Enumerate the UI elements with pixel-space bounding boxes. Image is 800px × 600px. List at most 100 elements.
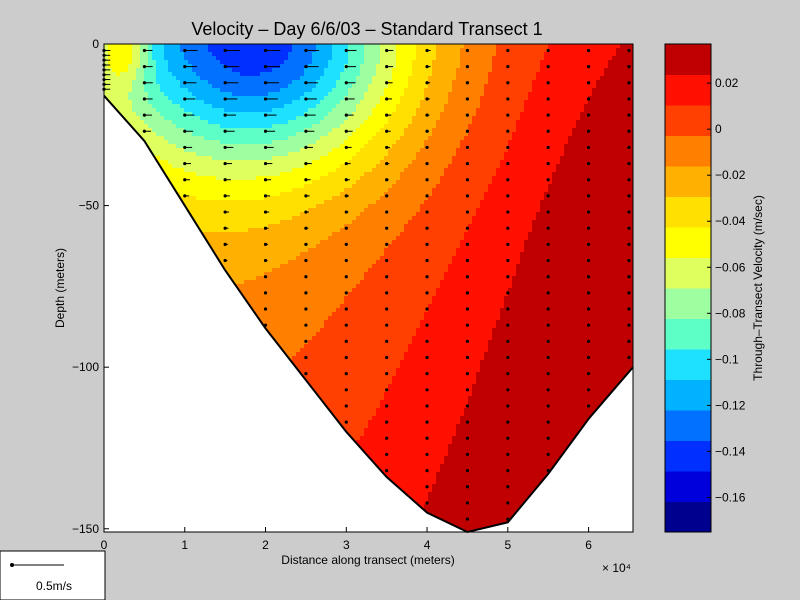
velocity-cell [320,44,325,49]
velocity-cell [156,128,161,133]
velocity-cell [164,52,169,57]
velocity-cell [280,56,285,61]
velocity-cell [384,92,389,97]
velocity-cell [188,112,193,117]
velocity-cell [228,260,233,265]
velocity-cell [336,228,341,233]
velocity-cell [144,52,149,57]
velocity-cell [204,232,209,237]
velocity-cell [308,124,313,129]
velocity-cell [384,220,389,225]
velocity-cell [384,56,389,61]
velocity-cell [156,48,161,53]
velocity-cell [396,476,401,481]
velocity-cell [328,360,333,365]
velocity-cell [244,52,249,57]
velocity-cell [380,240,385,245]
velocity-cell [360,380,365,385]
velocity-cell [372,384,377,389]
velocity-cell [288,356,293,361]
velocity-cell [264,212,269,217]
velocity-cell [340,308,345,313]
velocity-cell [388,172,393,177]
velocity-cell [132,80,137,85]
velocity-cell [292,336,297,341]
velocity-cell [392,400,397,405]
velocity-cell [392,48,397,53]
velocity-cell [388,60,393,65]
velocity-cell [352,72,357,77]
velocity-cell [192,88,197,93]
velocity-cell [404,104,409,109]
velocity-cell [276,264,281,269]
velocity-cell [248,204,253,209]
velocity-cell [348,304,353,309]
velocity-cell [220,184,225,189]
velocity-cell [320,204,325,209]
velocity-cell [112,60,117,65]
velocity-cell [284,112,289,117]
velocity-cell [384,52,389,57]
velocity-cell [364,360,369,365]
velocity-cell [260,132,265,137]
velocity-cell [272,204,277,209]
velocity-cell [300,276,305,281]
velocity-cell [392,128,397,133]
velocity-cell [340,252,345,257]
velocity-cell [228,236,233,241]
velocity-cell [132,124,137,129]
velocity-cell [356,140,361,145]
velocity-cell [248,176,253,181]
velocity-cell [296,344,301,349]
velocity-cell [392,176,397,181]
velocity-cell [240,96,245,101]
velocity-cell [352,116,357,121]
velocity-cell [308,312,313,317]
velocity-cell [324,384,329,389]
velocity-cell [368,272,373,277]
velocity-cell [264,148,269,153]
velocity-cell [376,128,381,133]
velocity-cell [364,52,369,57]
velocity-cell [336,132,341,137]
velocity-cell [216,84,221,89]
velocity-cell [348,300,353,305]
velocity-cell [364,184,369,189]
velocity-cell [248,148,253,153]
velocity-cell [336,208,341,213]
velocity-cell [220,140,225,145]
velocity-cell [228,80,233,85]
velocity-cell [176,108,181,113]
velocity-cell [244,228,249,233]
velocity-cell [288,344,293,349]
velocity-cell [276,336,281,341]
velocity-cell [300,108,305,113]
velocity-cell [252,228,257,233]
velocity-cell [268,264,273,269]
velocity-cell [284,184,289,189]
velocity-cell [340,232,345,237]
velocity-cell [236,200,241,205]
velocity-cell [188,44,193,49]
velocity-cell [216,252,221,257]
velocity-cell [160,68,165,73]
velocity-cell [348,308,353,313]
velocity-cell [388,460,393,465]
velocity-cell [232,216,237,221]
velocity-cell [368,116,373,121]
velocity-cell [348,52,353,57]
velocity-cell [336,344,341,349]
velocity-cell [284,204,289,209]
velocity-cell [360,420,365,425]
velocity-cell [200,204,205,209]
velocity-cell [264,132,269,137]
velocity-cell [252,156,257,161]
velocity-cell [272,200,277,205]
velocity-cell [264,152,269,157]
velocity-cell [272,180,277,185]
velocity-cell [220,152,225,157]
velocity-cell [368,156,373,161]
velocity-cell [356,324,361,329]
velocity-cell [316,132,321,137]
velocity-cell [360,416,365,421]
